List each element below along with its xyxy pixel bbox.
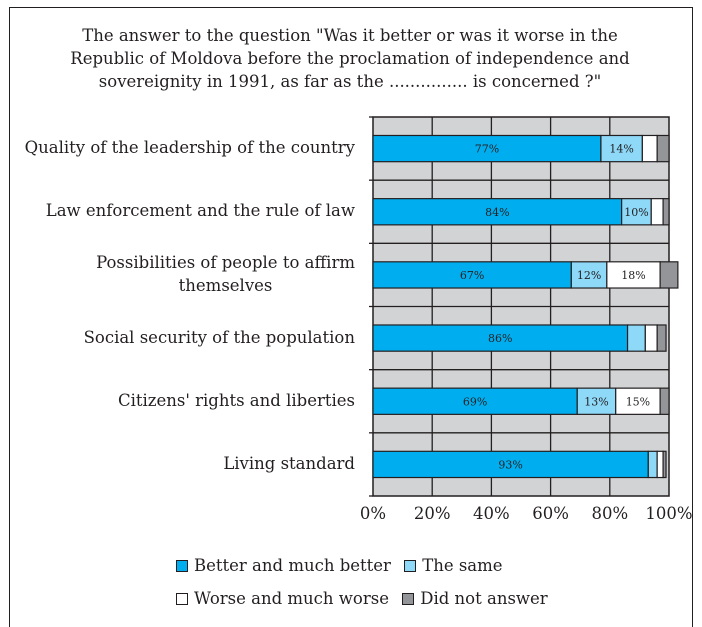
category-label-line: Possibilities of people to affirm	[96, 252, 355, 272]
bar-segment	[621, 198, 652, 226]
category-label-line: Law enforcement and the rule of law	[45, 201, 355, 221]
category-label-line: Social security of the population	[83, 327, 355, 347]
category-label: Social security of the population	[84, 326, 355, 349]
bar-value-label: 18%	[621, 269, 645, 282]
legend-row-2: Worse and much worse Did not answer	[176, 589, 548, 610]
bar-segment	[647, 450, 658, 479]
x-tick-label: 0%	[360, 504, 386, 523]
bar-segment	[372, 450, 649, 479]
bar-segment	[662, 198, 670, 226]
bar-segment	[656, 134, 670, 163]
bar-value-label: 69%	[463, 395, 487, 408]
bar-value-label: 67%	[460, 269, 484, 282]
bar-value-label: 13%	[584, 395, 608, 408]
bar-value-label: 77%	[475, 143, 499, 156]
category-label: Citizens' rights and liberties	[118, 389, 355, 412]
bar-value-label: 14%	[609, 143, 633, 156]
bar-segment	[659, 261, 679, 289]
legend-label-no-answer: Did not answer	[420, 589, 548, 608]
bar-segment	[372, 261, 572, 289]
x-tick-label: 60%	[532, 504, 569, 523]
legend-item-same: The same	[404, 556, 503, 576]
bar-value-label: 86%	[488, 332, 512, 345]
legend-swatch-no-answer	[402, 593, 415, 605]
chart-title: The answer to the question "Was it bette…	[60, 24, 640, 93]
category-label-line: themselves	[178, 275, 273, 295]
bar-segment	[644, 324, 658, 352]
bar-segment	[659, 387, 670, 415]
bar-value-label: 84%	[485, 206, 509, 219]
legend-label-same: The same	[422, 556, 503, 575]
x-tick-label: 20%	[414, 504, 451, 523]
bar-segment	[372, 387, 578, 415]
bar-value-label: 15%	[626, 395, 650, 408]
legend-swatch-worse	[176, 593, 188, 605]
legend-item-better: Better and much better	[176, 556, 391, 576]
bar-segment	[372, 324, 629, 352]
bar-segment	[615, 387, 661, 415]
bar-segment	[372, 198, 623, 226]
category-label: Quality of the leadership of the country	[25, 136, 355, 159]
chart-title-line: sovereignity in 1991, as far as the ....…	[98, 72, 602, 91]
bar-segment	[656, 450, 664, 479]
chart-title-line: Republic of Moldova before the proclamat…	[70, 49, 630, 68]
bar-segment	[576, 387, 617, 415]
x-tick-label: 40%	[473, 504, 510, 523]
bar-segment	[372, 134, 602, 163]
legend-item-no-answer: Did not answer	[402, 589, 548, 609]
legend-swatch-better	[176, 560, 188, 572]
x-tick-label: 100%	[645, 504, 692, 523]
category-label: Law enforcement and the rule of law	[46, 199, 355, 222]
x-tick-label: 80%	[591, 504, 628, 523]
bar-value-label: 93%	[498, 458, 522, 471]
category-label-line: Citizens' rights and liberties	[117, 390, 355, 410]
bar-segment	[606, 261, 661, 289]
category-label: Living standard	[223, 452, 355, 475]
chart-frame	[9, 7, 693, 627]
chart-title-line: The answer to the question "Was it bette…	[82, 26, 618, 45]
category-label-line: Living standard	[223, 453, 355, 473]
bar-segment	[656, 324, 667, 352]
bar-value-label: 12%	[577, 269, 601, 282]
legend-row-1: Better and much better The same	[176, 556, 503, 577]
category-label-line: Quality of the leadership of the country	[24, 138, 355, 158]
bar-segment	[662, 450, 667, 479]
legend-item-worse: Worse and much worse	[176, 589, 389, 609]
bar-value-label: 10%	[624, 206, 648, 219]
category-label: Possibilities of people to affirm themsel…	[96, 251, 355, 297]
legend-swatch-same	[404, 560, 417, 572]
bar-segment	[650, 198, 664, 226]
bar-segment	[626, 324, 646, 352]
bar-segment	[641, 134, 658, 163]
legend-label-better: Better and much better	[194, 556, 391, 575]
legend-label-worse: Worse and much worse	[194, 589, 389, 608]
